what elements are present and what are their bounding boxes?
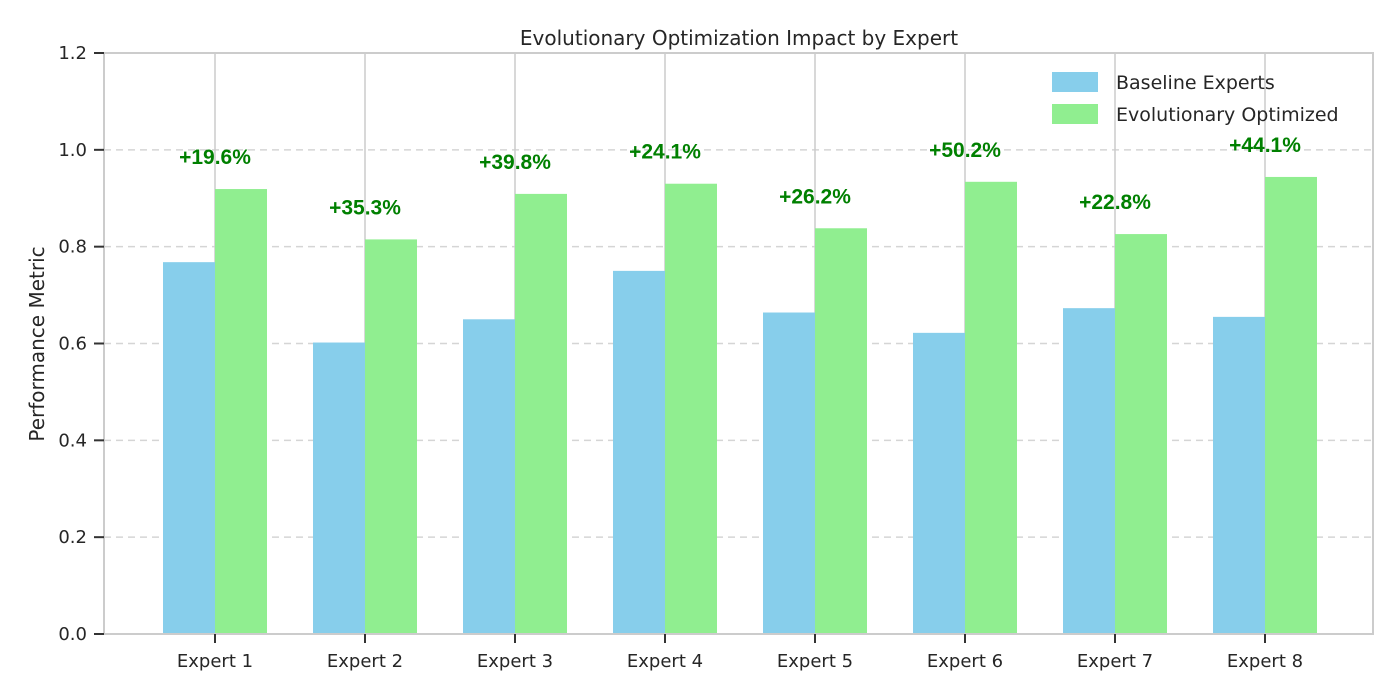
x-tick-label: Expert 8 bbox=[1227, 651, 1303, 672]
improvement-label: +26.2% bbox=[779, 185, 851, 208]
bar-baseline-1 bbox=[163, 262, 215, 634]
legend-label: Evolutionary Optimized bbox=[1116, 104, 1339, 126]
bar-optimized-3 bbox=[515, 193, 567, 634]
y-tick-label: 0.2 bbox=[58, 527, 87, 548]
y-tick-label: 1.0 bbox=[58, 140, 87, 161]
bar-optimized-7 bbox=[1115, 234, 1167, 634]
bar-optimized-8 bbox=[1265, 176, 1317, 635]
improvement-label: +44.1% bbox=[1229, 134, 1301, 157]
bar-baseline-6 bbox=[913, 332, 965, 634]
improvement-label: +24.1% bbox=[629, 141, 701, 164]
improvement-label: +19.6% bbox=[179, 146, 251, 169]
improvement-label: +22.8% bbox=[1079, 191, 1151, 214]
bar-optimized-2 bbox=[365, 239, 417, 634]
bar-optimized-1 bbox=[215, 189, 267, 634]
improvement-label: +35.3% bbox=[329, 196, 401, 219]
annotations-layer: +19.6% +35.3% +39.8% +24.1% +26.2% +50.2% +22.… bbox=[179, 134, 1301, 219]
x-tick-label: Expert 6 bbox=[927, 651, 1003, 672]
y-tick-label: 0.8 bbox=[58, 237, 87, 258]
bar-optimized-4 bbox=[665, 183, 717, 634]
y-tick-label: 0.0 bbox=[58, 624, 87, 645]
grid-layer bbox=[104, 53, 1373, 634]
y-tick-label: 0.6 bbox=[58, 334, 87, 355]
legend-swatch bbox=[1052, 104, 1098, 124]
legend-swatch bbox=[1052, 72, 1098, 92]
x-tick-label: Expert 4 bbox=[627, 651, 703, 672]
y-axis-label: Performance Metric bbox=[25, 246, 49, 441]
plot-frame bbox=[103, 52, 1374, 635]
x-tick-label: Expert 1 bbox=[177, 651, 253, 672]
bar-baseline-5 bbox=[763, 312, 815, 634]
x-tick-label: Expert 5 bbox=[777, 651, 853, 672]
bar-baseline-2 bbox=[313, 342, 365, 634]
improvement-label: +50.2% bbox=[929, 139, 1001, 162]
bars-layer bbox=[163, 176, 1317, 635]
bar-baseline-3 bbox=[463, 319, 515, 634]
bar-optimized-6 bbox=[965, 181, 1017, 634]
improvement-label: +39.8% bbox=[479, 151, 551, 174]
bar-optimized-5 bbox=[815, 228, 867, 635]
legend-label: Baseline Experts bbox=[1116, 72, 1275, 94]
y-tick-label: 0.4 bbox=[58, 430, 87, 451]
y-tick-label: 1.2 bbox=[58, 43, 87, 64]
chart-title: Evolutionary Optimization Impact by Expe… bbox=[520, 26, 958, 50]
bar-baseline-4 bbox=[613, 270, 665, 634]
legend: Baseline Experts Evolutionary Optimized bbox=[1052, 72, 1339, 126]
x-tick-label: Expert 7 bbox=[1077, 651, 1153, 672]
x-tick-label: Expert 2 bbox=[327, 651, 403, 672]
bar-baseline-8 bbox=[1213, 316, 1265, 634]
x-tick-label: Expert 3 bbox=[477, 651, 553, 672]
axes-layer: 0.0 0.2 0.4 0.6 0.8 1.0 1.2 Expert 1 Expert 2 Exp… bbox=[58, 43, 1374, 672]
bar-baseline-7 bbox=[1063, 308, 1115, 634]
